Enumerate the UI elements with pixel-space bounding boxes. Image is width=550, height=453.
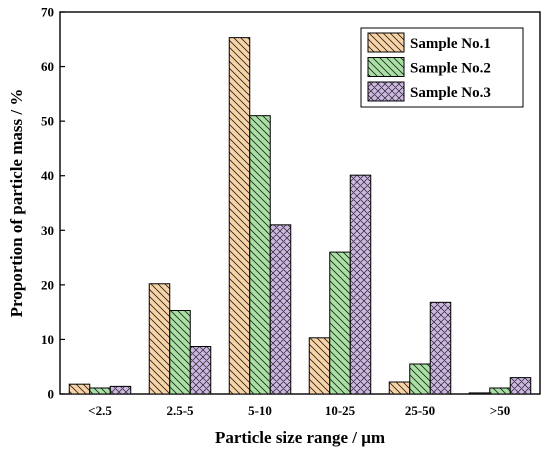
bar-sample-no-1-2-5-5 [148,283,171,395]
bar-sample-no-2-25-50 [409,363,431,395]
y-tick-label: 70 [41,5,54,20]
y-tick-label: 10 [41,332,54,347]
x-tick-label: >50 [490,403,510,418]
bar-sample-no-3-5-10 [269,224,292,395]
bar-sample-no-3-25-50 [429,301,452,395]
x-tick-label: <2.5 [88,403,112,418]
y-axis-label: Proportion of particle mass / % [7,89,26,318]
legend: Sample No.1 Sample No.2 Sample No.3 [360,27,524,108]
bar-sample-no-3--50 [509,377,532,395]
legend-label: Sample No.3 [410,85,491,101]
bar-sample-no-2--50 [489,387,511,395]
bar-sample-no-2-10-25 [329,251,351,395]
y-axis: 0 10 20 30 40 50 60 70 [41,5,65,402]
y-tick-label: 0 [48,387,55,402]
y-tick-label: 50 [41,114,54,129]
bar-sample-no-3-10-25 [349,174,372,395]
x-tick-label: 2.5-5 [166,403,194,418]
bar-sample-no-2--2-5 [89,387,111,395]
bar-sample-no-1--2-5 [68,383,91,395]
bar-sample-no-1-25-50 [388,381,411,395]
legend-swatch [367,81,405,102]
bar-sample-no-1-10-25 [308,337,331,395]
y-tick-label: 60 [41,59,54,74]
bar-sample-no-2-5-10 [249,115,271,395]
legend-swatch [367,57,405,77]
x-tick-label: 25-50 [405,403,435,418]
bar-sample-no-3-2-5-5 [189,346,212,395]
bar-sample-no-2-2-5-5 [169,310,191,395]
bar-sample-no-1-5-10 [228,37,251,395]
bar-sample-no-3--2-5 [109,385,132,395]
y-tick-label: 30 [41,223,54,238]
legend-swatch [367,32,405,53]
x-tick-label: 5-10 [248,403,272,418]
x-axis-label: Particle size range / μm [215,428,385,447]
plot-area-frame [59,11,541,395]
y-tick-label: 20 [41,277,54,292]
y-tick-label: 40 [41,168,54,183]
legend-label: Sample No.1 [410,36,491,52]
legend-label: Sample No.2 [410,61,491,77]
bar-sample-no-1--50 [468,392,491,395]
x-tick-label: 10-25 [325,403,356,418]
bars [68,37,532,395]
